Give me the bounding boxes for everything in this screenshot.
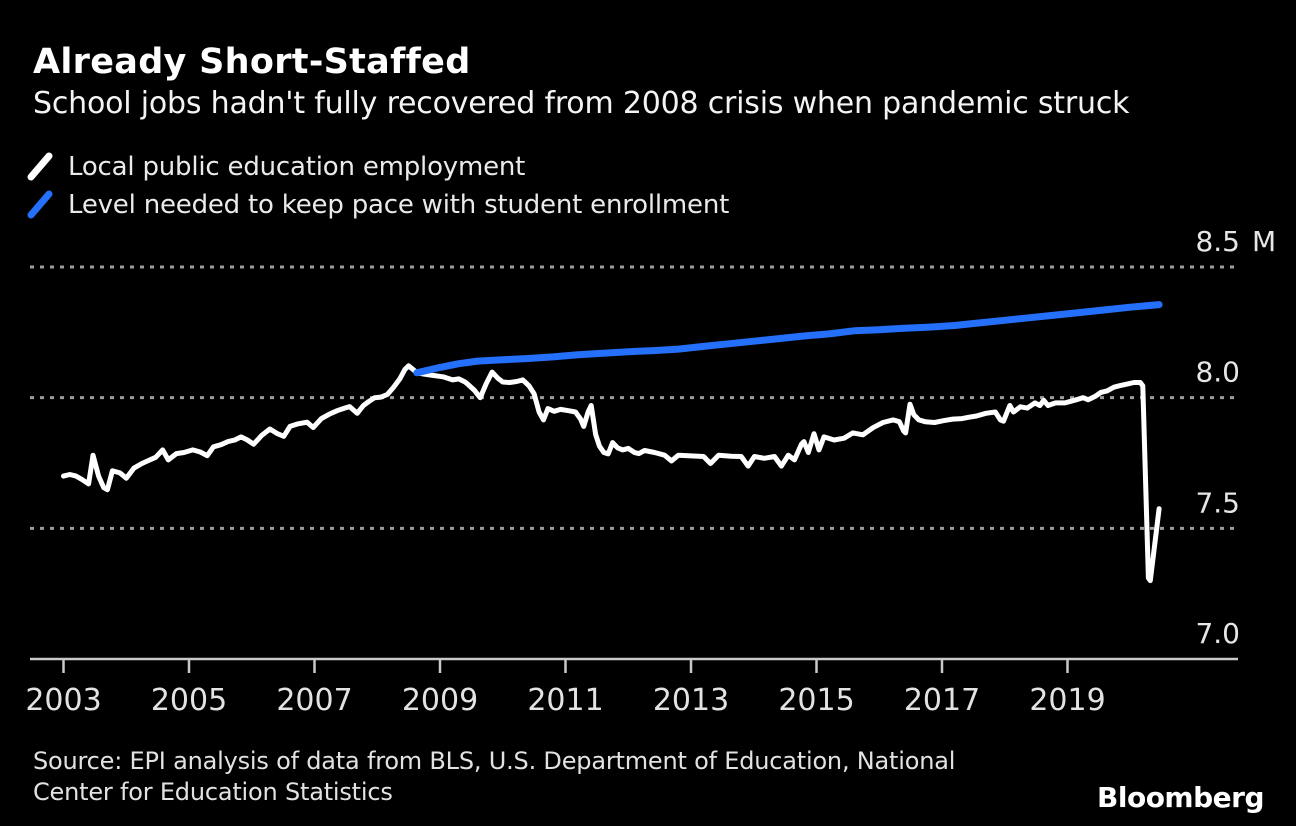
source-line: Source: EPI analysis of data from BLS, U… bbox=[33, 747, 956, 775]
x-axis-tick-label: 2003 bbox=[25, 683, 101, 718]
y-axis-tick-label: 7.5 bbox=[1195, 486, 1240, 519]
y-axis-tick-label: 8.0 bbox=[1195, 356, 1240, 389]
x-axis-tick-label: 2013 bbox=[653, 683, 729, 718]
y-axis-tick-label: 7.0 bbox=[1195, 617, 1240, 650]
legend: Local public education employment Level … bbox=[24, 148, 729, 224]
x-axis-tick-label: 2011 bbox=[527, 683, 603, 718]
employment-line bbox=[61, 363, 1162, 584]
source-line: Center for Education Statistics bbox=[33, 778, 393, 806]
y-axis-unit-label: M bbox=[1252, 225, 1276, 258]
legend-item: Level needed to keep pace with student e… bbox=[24, 186, 729, 224]
white-line-swatch-icon bbox=[27, 152, 53, 181]
blue-line-swatch-stroke bbox=[27, 190, 53, 219]
legend-item-label: Level needed to keep pace with student e… bbox=[68, 190, 730, 220]
x-axis-tick-label: 2017 bbox=[904, 683, 980, 718]
bloomberg-logo: Bloomberg bbox=[1097, 781, 1264, 814]
white-line-swatch-stroke bbox=[27, 152, 53, 181]
x-axis-tick-label: 2005 bbox=[151, 683, 227, 718]
x-axis-tick-label: 2009 bbox=[402, 683, 478, 718]
page-title: Already Short-Staffed bbox=[33, 42, 471, 82]
enrollment-pace-line bbox=[413, 301, 1163, 377]
y-axis-tick-label: 8.5 bbox=[1195, 225, 1240, 258]
x-axis-tick-label: 2019 bbox=[1029, 683, 1105, 718]
legend-item-label: Local public education employment bbox=[68, 152, 526, 182]
source-note: Source: EPI analysis of data from BLS, U… bbox=[33, 746, 955, 808]
x-axis-tick-label: 2007 bbox=[276, 683, 352, 718]
x-axis-tick-label: 2015 bbox=[778, 683, 854, 718]
page-subtitle: School jobs hadn't fully recovered from … bbox=[33, 86, 1130, 121]
blue-line-swatch-icon bbox=[27, 190, 53, 219]
legend-item: Local public education employment bbox=[24, 148, 729, 186]
